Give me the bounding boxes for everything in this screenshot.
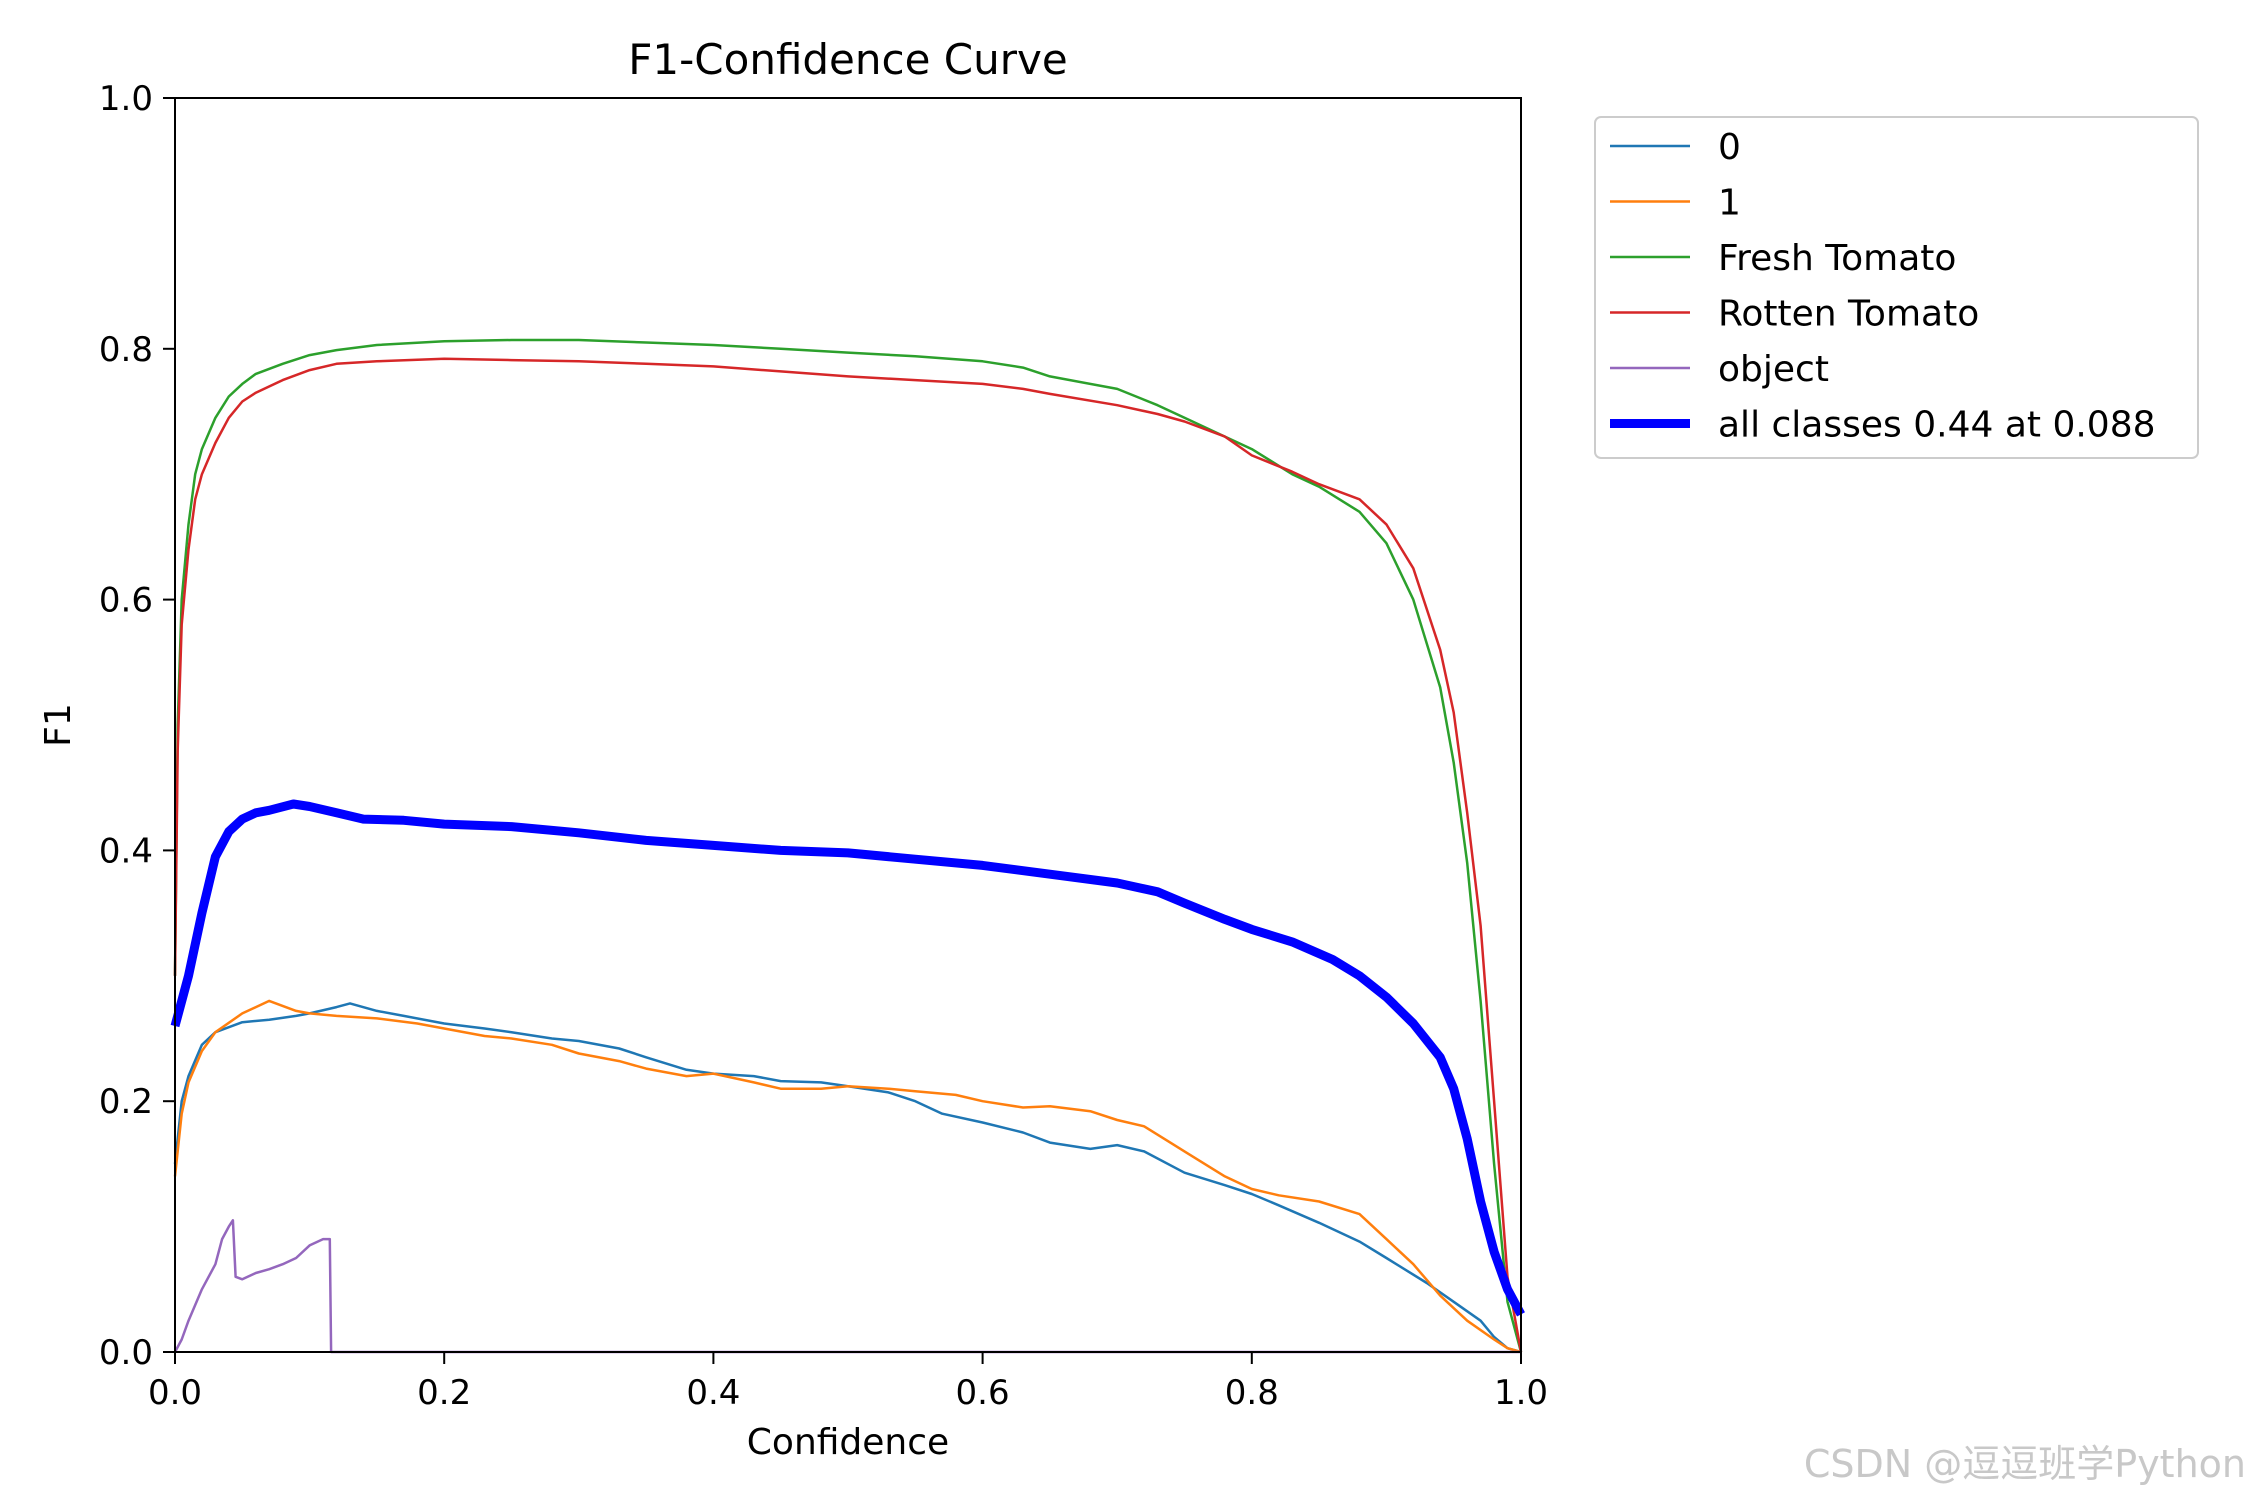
legend-label-3: Rotten Tomato <box>1718 294 1979 335</box>
legend-label-4: object <box>1718 349 1829 390</box>
chart-title: F1-Confidence Curve <box>628 35 1067 84</box>
y-axis-label: F1 <box>38 703 79 747</box>
x-tick-label: 0.2 <box>417 1373 471 1413</box>
y-tick-label: 0.2 <box>99 1082 153 1122</box>
series-line-4 <box>173 1219 1521 1354</box>
series-line-1 <box>173 999 1522 1354</box>
y-tick-label: 0.8 <box>99 330 153 370</box>
y-axis-ticks: 0.0 0.2 0.4 0.6 0.8 1.0 <box>99 79 175 1373</box>
legend-label-1: 1 <box>1718 183 1741 224</box>
y-tick-label: 0.0 <box>99 1333 153 1373</box>
watermark: CSDN @逗逗班学Python <box>1804 1442 2246 1486</box>
y-tick-label: 0.4 <box>99 831 153 871</box>
series-line-0 <box>173 1002 1522 1354</box>
x-axis-ticks: 0.0 0.2 0.4 0.6 0.8 1.0 <box>148 1352 1548 1413</box>
legend-items: 0 1 Fresh Tomato Rotten Tomato object all cla… <box>1610 127 2156 446</box>
x-tick-label: 0.0 <box>148 1373 202 1413</box>
x-tick-label: 0.4 <box>686 1373 740 1413</box>
x-tick-label: 1.0 <box>1494 1373 1548 1413</box>
x-tick-label: 0.6 <box>956 1373 1010 1413</box>
y-tick-label: 0.6 <box>99 581 153 621</box>
y-tick-label: 1.0 <box>99 79 153 119</box>
legend-label-5: all classes 0.44 at 0.088 <box>1718 405 2156 446</box>
x-tick-label: 0.8 <box>1225 1373 1279 1413</box>
series-line-2 <box>173 338 1523 1353</box>
series-line-5 <box>170 799 1525 1317</box>
series-line-3 <box>173 357 1523 1353</box>
legend-label-0: 0 <box>1718 127 1741 168</box>
legend: 0 1 Fresh Tomato Rotten Tomato object all cla… <box>1594 116 2199 459</box>
series-layer <box>170 338 1525 1354</box>
legend-frame <box>1594 116 2199 459</box>
plot-area-frame <box>174 97 1522 1353</box>
x-axis-label: Confidence <box>747 1422 949 1463</box>
legend-label-2: Fresh Tomato <box>1718 238 1956 279</box>
